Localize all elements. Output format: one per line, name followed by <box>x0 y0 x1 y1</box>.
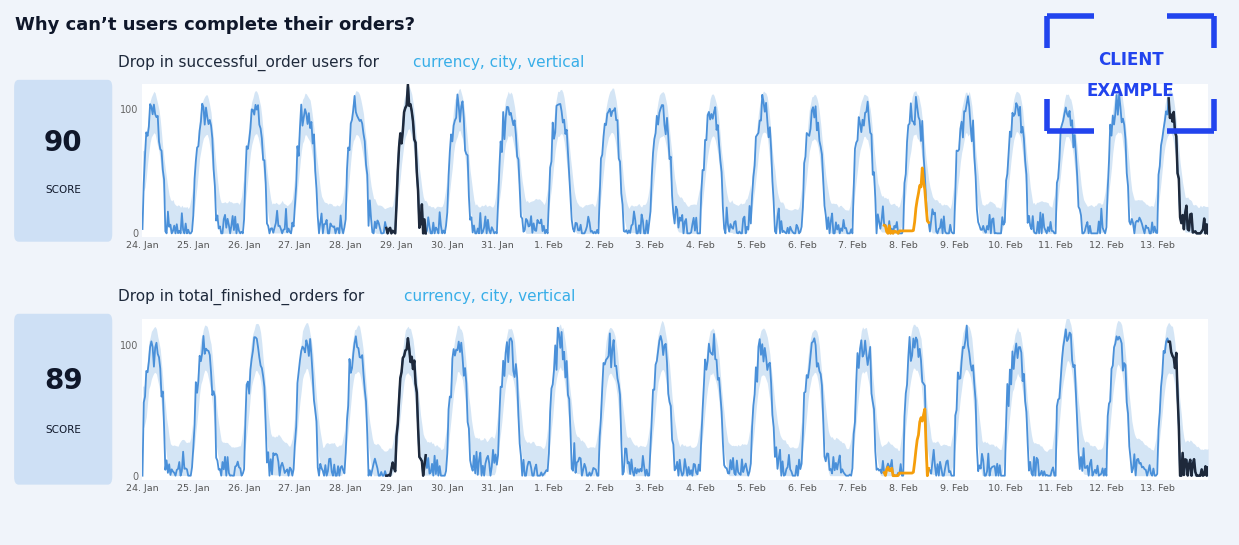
Text: Drop in total_finished_orders for: Drop in total_finished_orders for <box>118 289 369 305</box>
Text: Drop in successful_order users for: Drop in successful_order users for <box>118 54 384 71</box>
Text: 90: 90 <box>43 129 83 157</box>
Text: 89: 89 <box>43 367 83 395</box>
Text: SCORE: SCORE <box>46 425 81 435</box>
Text: CLIENT: CLIENT <box>1098 51 1163 69</box>
FancyBboxPatch shape <box>14 80 113 242</box>
Text: currency, city, vertical: currency, city, vertical <box>404 289 576 304</box>
Text: Why can’t users complete their orders?: Why can’t users complete their orders? <box>15 16 415 34</box>
Text: SCORE: SCORE <box>46 185 81 195</box>
Text: currency, city, vertical: currency, city, vertical <box>413 54 584 70</box>
Text: EXAMPLE: EXAMPLE <box>1087 82 1175 100</box>
FancyBboxPatch shape <box>14 314 113 485</box>
